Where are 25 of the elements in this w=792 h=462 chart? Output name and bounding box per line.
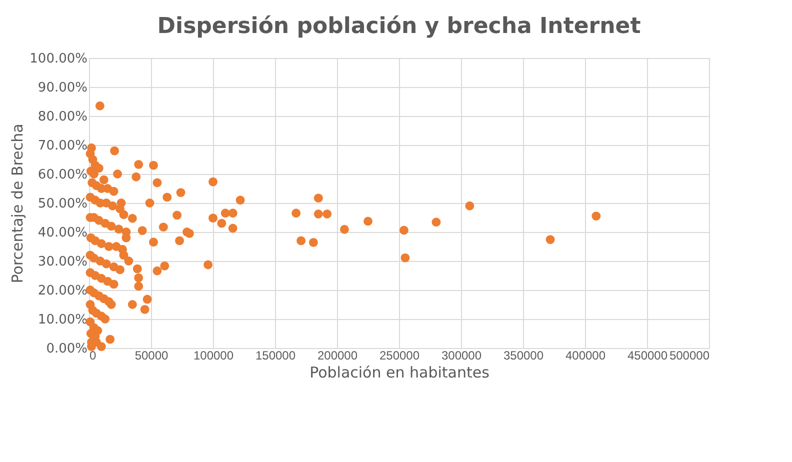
chart-title: Dispersión población y brecha Internet <box>157 14 642 39</box>
y-tick-label: 90.00% <box>38 80 88 96</box>
y-tick-label: 70.00% <box>38 138 88 154</box>
x-tick-label: 0 <box>90 348 96 362</box>
y-tick-label: 80.00% <box>38 110 88 124</box>
x-tick-label: 100000 <box>193 348 234 362</box>
x-tick-label: 400000 <box>565 348 606 362</box>
x-tick-label: 500000 <box>669 348 710 362</box>
y-tick-label: 40.00% <box>38 226 88 240</box>
y-tick-label: 100.00% <box>30 52 88 66</box>
x-tick-label: 450000 <box>627 348 668 362</box>
y-axis-title: Porcentaje de Brecha <box>8 124 27 284</box>
y-tick-label: 20.00% <box>38 284 88 298</box>
y-tick-label: 0.00% <box>46 342 88 356</box>
y-tick-label: 10.00% <box>38 312 88 328</box>
x-axis-title: Población en habitantes <box>310 364 490 382</box>
x-tick-label: 350000 <box>503 348 544 362</box>
x-tick-label: 150000 <box>255 348 296 362</box>
x-tick-label: 300000 <box>441 348 482 362</box>
y-tick-label: 60.00% <box>38 168 88 182</box>
y-tick-label: 50.00% <box>38 196 88 212</box>
x-tick-label: 50000 <box>134 348 169 362</box>
x-tick-label: 250000 <box>379 348 420 362</box>
y-tick-label: 30.00% <box>38 254 88 270</box>
x-tick-label: 200000 <box>317 348 358 362</box>
